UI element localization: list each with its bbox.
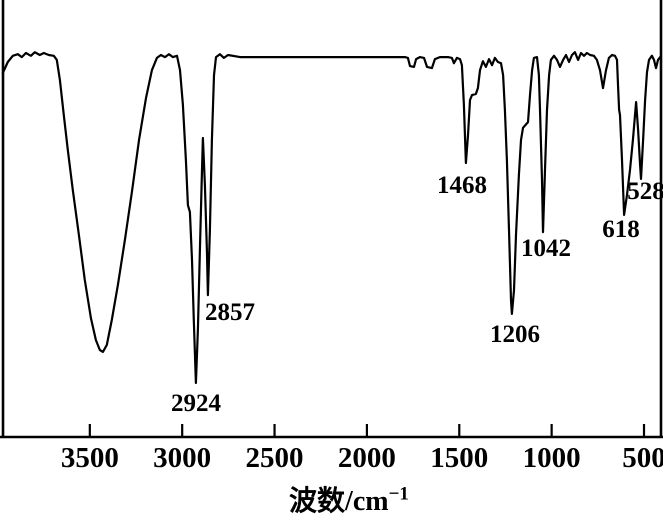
x-tick-label-3500: 3500: [61, 442, 119, 474]
x-axis-ticks: [88, 424, 646, 437]
peak-label-1468: 1468: [437, 172, 487, 199]
peak-label-1042: 1042: [521, 235, 571, 262]
x-axis-title-text: 波数/cm: [289, 486, 389, 517]
x-axis-title: 波数/cm−1: [289, 479, 409, 519]
x-tick-label-2000: 2000: [338, 442, 396, 474]
x-tick-label-500: 500: [622, 442, 663, 474]
x-axis-tick-labels: 3500 3000 2500 2000 1500 1000 500: [61, 442, 663, 474]
x-tick-label-2500: 2500: [246, 442, 304, 474]
spectrum-curve: [1, 51, 663, 385]
x-tick-label-1000: 1000: [523, 442, 581, 474]
peak-label-528: 528: [627, 178, 663, 205]
peak-label-618: 618: [602, 216, 640, 243]
peak-label-2857: 2857: [205, 299, 255, 326]
x-tick-label-1500: 1500: [430, 442, 488, 474]
peak-label-1206: 1206: [490, 321, 540, 348]
peak-label-2924: 2924: [171, 390, 222, 417]
x-tick-label-3000: 3000: [153, 442, 211, 474]
peak-annotations: 2924 2857 1468 1206 1042 618 528: [171, 172, 663, 417]
x-axis-title-exponent: −1: [388, 483, 409, 505]
